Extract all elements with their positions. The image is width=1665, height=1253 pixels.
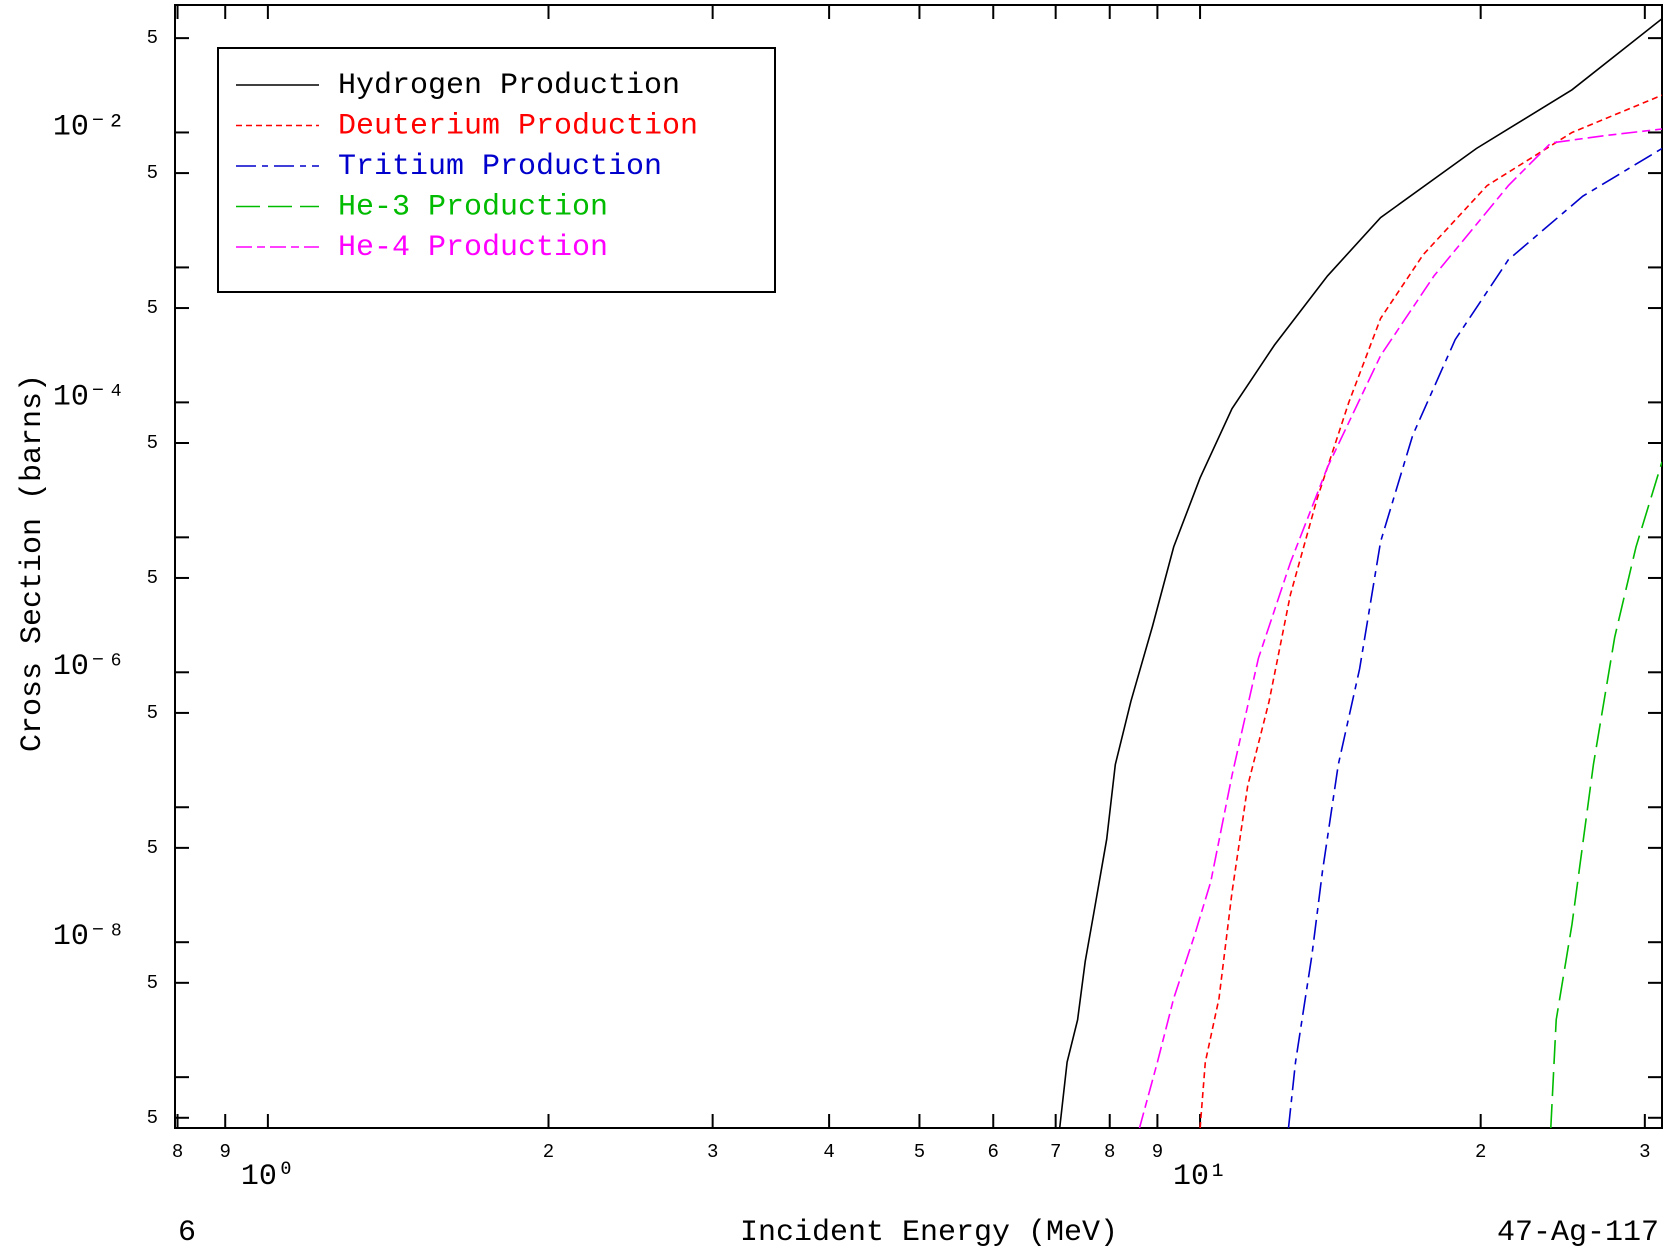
y-tick-label: 5 <box>147 432 158 454</box>
x-tick-label: 8 <box>1104 1141 1115 1163</box>
legend-label: Hydrogen Production <box>338 69 680 103</box>
y-tick-label: 5 <box>147 702 158 724</box>
y-tick-label: 5 <box>147 297 158 319</box>
x-tick-label: 10¹ <box>1173 1160 1227 1194</box>
x-tick-label: 4 <box>823 1141 834 1163</box>
x-tick-label: 7 <box>1050 1141 1061 1163</box>
y-tick-label: 10⁻⁴ <box>53 380 125 414</box>
x-tick-label: 6 <box>988 1141 999 1163</box>
legend-label: Deuterium Production <box>338 109 698 143</box>
x-tick-label: 2 <box>543 1141 554 1163</box>
y-tick-label: 5 <box>147 27 158 49</box>
annotation: 47-Ag-117 <box>1497 1216 1659 1250</box>
series-line <box>1138 128 1662 1128</box>
y-tick-label: 5 <box>147 972 158 994</box>
series-line <box>1287 147 1662 1128</box>
series-line <box>1199 94 1662 1128</box>
x-tick-label: 3 <box>707 1141 718 1163</box>
y-tick-label: 5 <box>147 1107 158 1129</box>
legend-label: Tritium Production <box>338 150 662 184</box>
y-tick-label: 10⁻² <box>53 110 125 144</box>
x-axis-label: Incident Energy (MeV) <box>740 1216 1118 1250</box>
x-tick-label: 5 <box>914 1141 925 1163</box>
legend-label: He-4 Production <box>338 231 608 265</box>
annotation: 6 <box>178 1216 196 1250</box>
y-tick-label: 10⁻⁸ <box>53 920 125 954</box>
x-tick-label: 10⁰ <box>241 1160 295 1194</box>
y-tick-label: 5 <box>147 162 158 184</box>
x-tick-label: 9 <box>220 1141 231 1163</box>
series-line <box>1058 18 1662 1128</box>
legend-box <box>217 47 776 293</box>
y-tick-label: 10⁻⁶ <box>53 650 125 684</box>
x-tick-label: 3 <box>1639 1141 1650 1163</box>
series-line <box>1550 461 1662 1128</box>
y-tick-label: 5 <box>147 837 158 859</box>
x-tick-label: 8 <box>172 1141 183 1163</box>
x-tick-label: 9 <box>1152 1141 1163 1163</box>
y-axis-label: Cross Section (barns) <box>16 374 50 752</box>
plot-area <box>1058 18 1662 1128</box>
x-tick-label: 2 <box>1475 1141 1486 1163</box>
y-tick-label: 5 <box>147 567 158 589</box>
legend-label: He-3 Production <box>338 190 608 224</box>
